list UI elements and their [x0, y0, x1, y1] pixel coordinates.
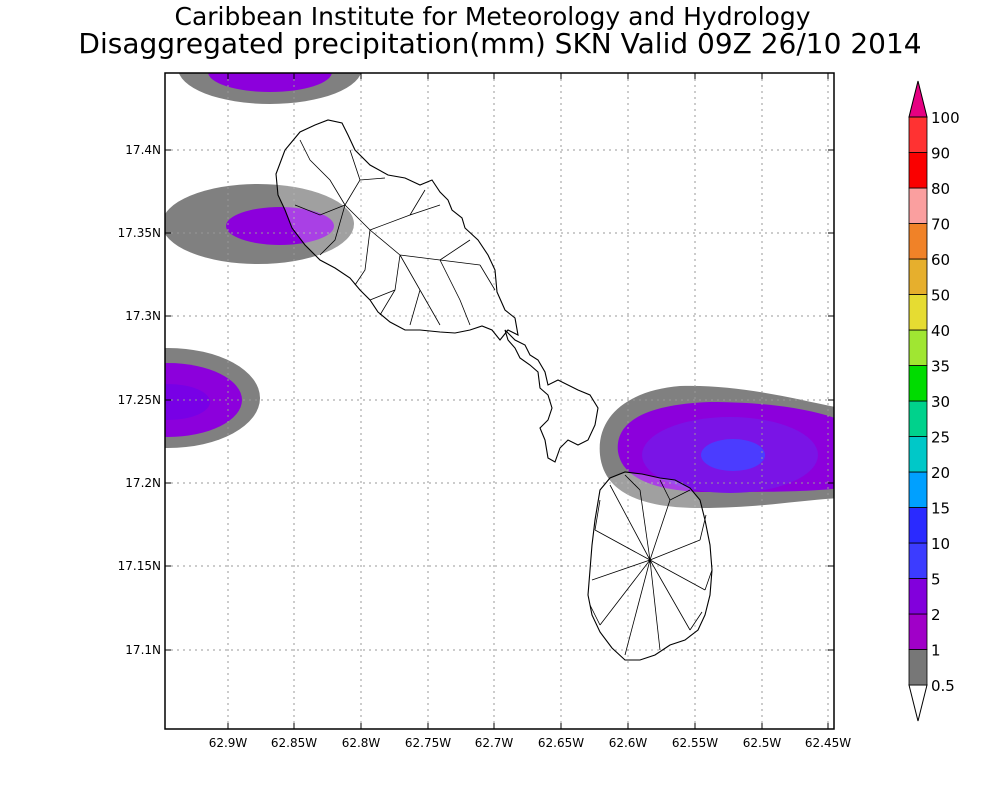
colorbar-top-arrow — [908, 80, 928, 118]
lat-tick-label: 17.1N — [125, 643, 161, 657]
lon-tick-label: 62.7W — [475, 736, 514, 750]
colorbar-label: 80 — [931, 180, 950, 198]
lat-tick-label: 17.35N — [118, 226, 161, 240]
axis-ticks — [165, 73, 834, 729]
colorbar-label: 60 — [931, 251, 950, 269]
colorbar-label: 15 — [931, 500, 950, 518]
colorbar-segment — [908, 258, 928, 295]
colorbar-segment — [908, 365, 928, 402]
precip-blob-nw-purple — [226, 207, 334, 245]
colorbar-label: 25 — [931, 429, 950, 447]
lon-tick-label: 62.5W — [743, 736, 782, 750]
colorbar-label: 35 — [931, 358, 950, 376]
lon-tick-label: 62.55W — [672, 736, 718, 750]
precipitation-field — [165, 73, 834, 508]
lon-tick-label: 62.8W — [342, 736, 381, 750]
precip-blob-top-purple — [208, 73, 332, 92]
lat-tick-label: 17.15N — [118, 559, 161, 573]
island-southeast-peninsula — [504, 329, 599, 463]
colorbar-segment — [908, 542, 928, 579]
colorbar-segment — [908, 329, 928, 366]
colorbar-label: 90 — [931, 145, 950, 163]
colorbar-segment — [908, 223, 928, 260]
longitude-labels: 62.9W 62.85W 62.8W 62.75W 62.7W 62.65W 62.6W 62… — [209, 736, 852, 750]
lon-tick-label: 62.9W — [209, 736, 248, 750]
lon-tick-label: 62.45W — [805, 736, 851, 750]
colorbar-segment — [908, 187, 928, 224]
lon-tick-label: 62.85W — [271, 736, 317, 750]
island-nevis — [587, 471, 713, 661]
map-gridlines — [165, 73, 834, 729]
colorbar-segment — [908, 471, 928, 508]
colorbar-segment — [908, 578, 928, 615]
lat-tick-label: 17.3N — [125, 309, 161, 323]
lat-tick-label: 17.25N — [118, 393, 161, 407]
precip-blob-w-violet — [165, 384, 210, 420]
precip-blob-e-blue — [701, 439, 765, 471]
colorbar-label: 0.5 — [931, 677, 955, 695]
colorbar-segment — [908, 152, 928, 189]
colorbar-label: 5 — [931, 571, 941, 589]
precip-blob-top-gray — [178, 73, 362, 104]
colorbar-segment — [908, 436, 928, 473]
colorbar-label: 40 — [931, 322, 950, 340]
nevis-watersheds — [589, 474, 713, 656]
colorbar-segment — [908, 507, 928, 544]
colorbar-segment — [908, 116, 928, 153]
lon-tick-label: 62.75W — [405, 736, 451, 750]
colorbar-label: 2 — [931, 606, 941, 624]
colorbar-label: 1 — [931, 642, 941, 660]
colorbar-label: 20 — [931, 464, 950, 482]
lon-tick-label: 62.6W — [609, 736, 648, 750]
colorbar-label: 50 — [931, 287, 950, 305]
colorbar-segment — [908, 613, 928, 650]
lon-tick-label: 62.65W — [538, 736, 584, 750]
chart-subtitle: Disaggregated precipitation(mm) SKN Vali… — [78, 27, 922, 60]
plot-frame — [164, 72, 835, 730]
colorbar-segment — [908, 294, 928, 331]
colorbar-bottom-arrow — [908, 684, 928, 722]
colorbar-label: 30 — [931, 393, 950, 411]
colorbar-segment — [908, 400, 928, 437]
colorbar-label: 100 — [931, 109, 960, 127]
lat-tick-label: 17.2N — [125, 476, 161, 490]
st-kitts-watersheds — [294, 139, 496, 326]
island-outlines — [275, 119, 713, 661]
colorbar-segment — [908, 649, 928, 686]
chart-title: Caribbean Institute for Meteorology and … — [174, 2, 811, 31]
colorbar-label: 10 — [931, 535, 950, 553]
latitude-labels: 17.4N 17.35N 17.3N 17.25N 17.2N 17.15N 17.1N — [118, 143, 161, 657]
island-st-kitts — [275, 119, 519, 341]
lat-tick-label: 17.4N — [125, 143, 161, 157]
colorbar-label: 70 — [931, 216, 950, 234]
